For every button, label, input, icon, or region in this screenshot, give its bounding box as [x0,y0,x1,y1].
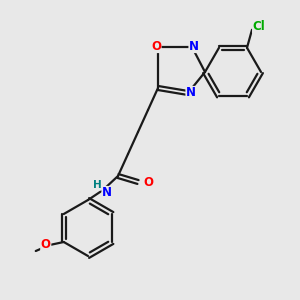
Text: O: O [143,176,153,188]
Text: O: O [41,238,51,251]
Text: O: O [151,40,161,52]
Text: N: N [189,40,199,52]
Text: H: H [93,180,101,190]
Text: Cl: Cl [253,20,266,33]
Text: N: N [186,86,196,100]
Text: N: N [102,187,112,200]
